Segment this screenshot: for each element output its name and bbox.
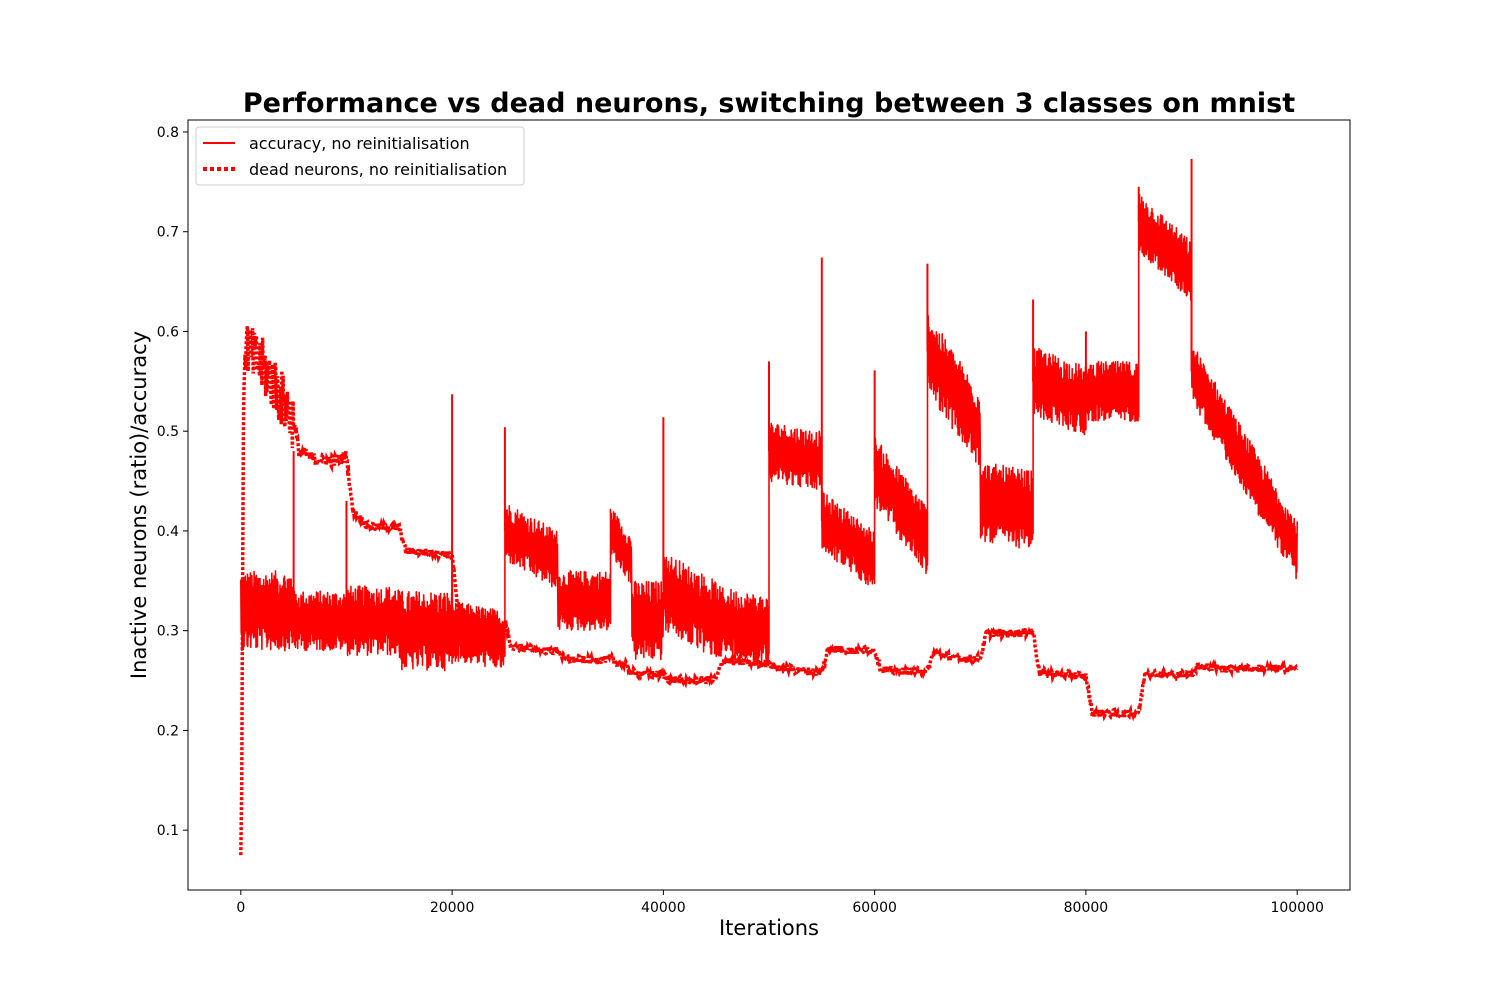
chart-title: Performance vs dead neurons, switching b… [243, 88, 1295, 119]
x-tick-label: 80000 [1064, 900, 1109, 916]
y-tick-label: 0.1 [157, 823, 179, 839]
y-tick-label: 0.2 [157, 723, 179, 739]
y-tick-label: 0.4 [157, 524, 179, 540]
y-tick-label: 0.8 [157, 125, 179, 141]
legend-box [195, 126, 525, 186]
x-tick-label: 0 [236, 900, 245, 916]
y-tick-label: 0.7 [157, 225, 179, 241]
y-axis-label: Inactive neurons (ratio)/accuracy [127, 331, 151, 679]
x-tick-label: 20000 [430, 900, 475, 916]
x-tick-label: 60000 [852, 900, 897, 916]
series-dead-neurons-line [239, 325, 1299, 856]
legend-entry-dead-neurons: dead neurons, no reinitialisation [249, 160, 507, 179]
x-axis-label: Iterations [719, 916, 819, 940]
legend: accuracy, no reinitialisation dead neuro… [195, 126, 525, 186]
y-tick-label: 0.6 [157, 324, 179, 340]
y-tick-label: 0.5 [157, 424, 179, 440]
series-accuracy-line [240, 193, 1298, 672]
y-axis-ticks: 0.1 0.2 0.3 0.4 0.5 0.6 0.7 0.8 [157, 125, 188, 839]
plot-frame [187, 119, 1351, 891]
x-tick-label: 100000 [1270, 900, 1323, 916]
y-tick-label: 0.3 [157, 624, 179, 640]
x-axis-ticks: 0 20000 40000 60000 80000 100000 [236, 890, 1324, 916]
x-tick-label: 40000 [641, 900, 686, 916]
legend-entry-accuracy: accuracy, no reinitialisation [249, 134, 470, 153]
